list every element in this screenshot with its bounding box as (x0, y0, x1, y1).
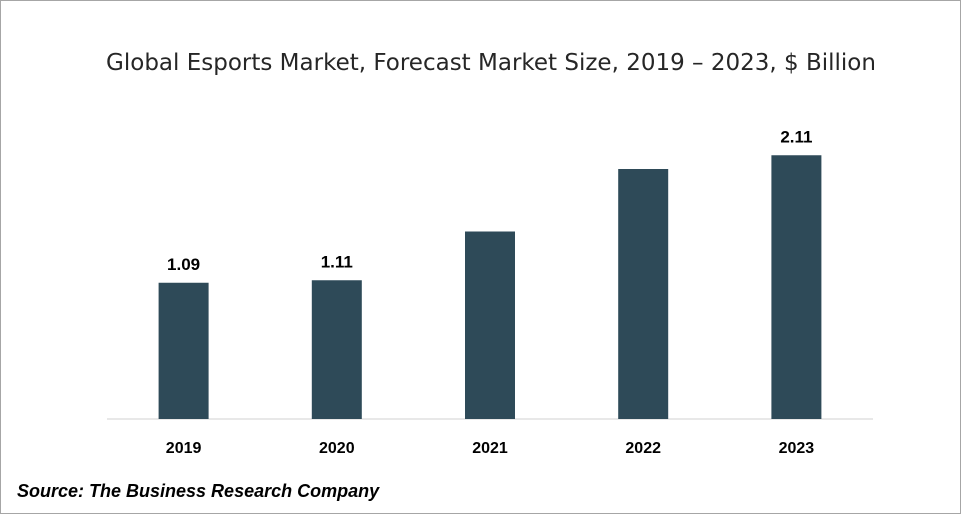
x-tick-label-2020: 2020 (319, 440, 355, 457)
data-label-2023: 2.11 (780, 127, 812, 146)
x-tick-label-2022: 2022 (625, 440, 661, 457)
data-label-2019: 1.09 (167, 255, 200, 274)
x-tick-label-2021: 2021 (472, 440, 508, 457)
x-tick-label-2019: 2019 (166, 440, 202, 457)
bar-2020 (311, 280, 362, 419)
source-note: Source: The Business Research Company (17, 481, 380, 501)
chart-title: Global Esports Market, Forecast Market S… (106, 50, 876, 76)
x-tick-label-2023: 2023 (779, 440, 815, 457)
bar-2021 (465, 231, 515, 419)
bar-2019 (158, 282, 209, 419)
bar-2022 (618, 169, 669, 419)
data-label-2020: 1.11 (321, 252, 353, 271)
bar-2023 (771, 155, 822, 419)
